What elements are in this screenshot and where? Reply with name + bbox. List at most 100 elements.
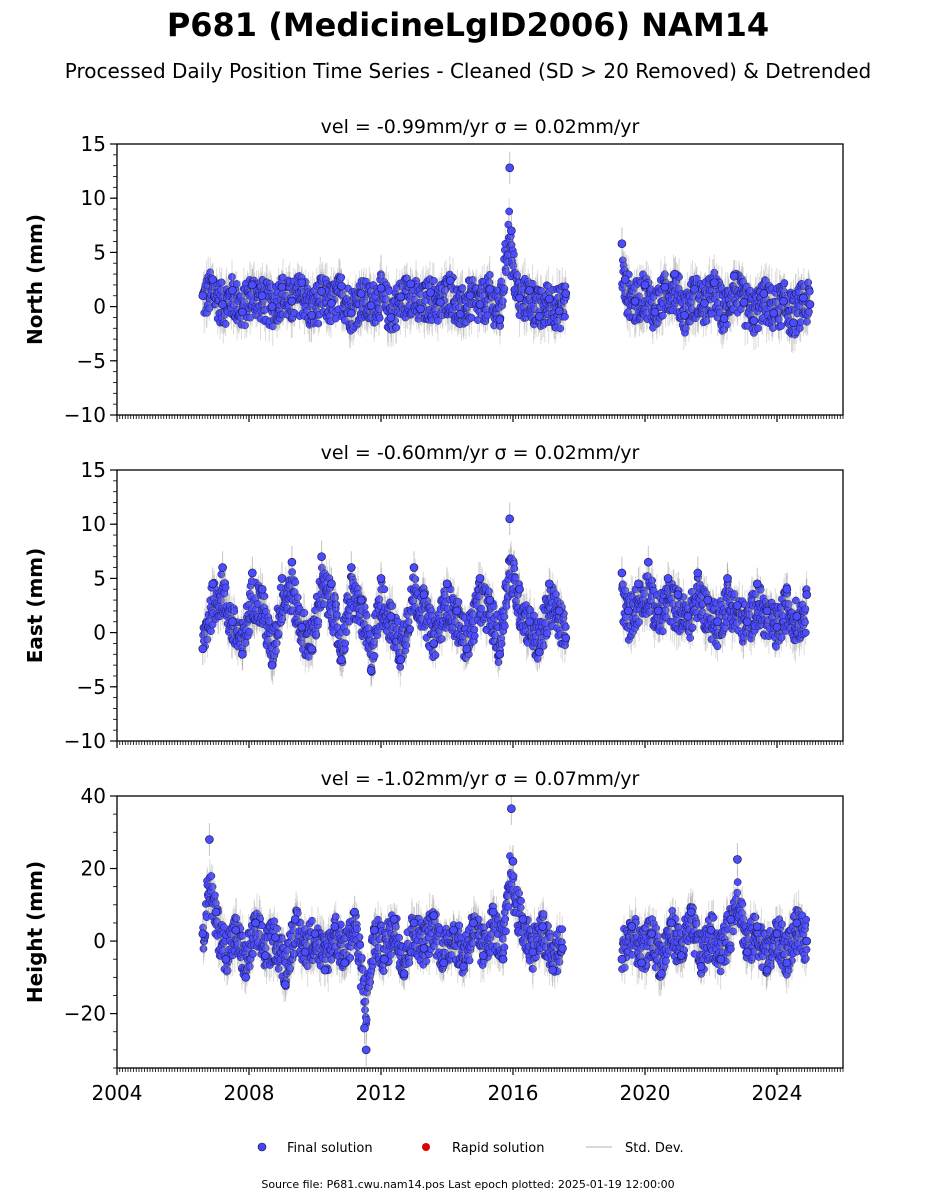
data-point-bg xyxy=(780,279,789,287)
data-point xyxy=(680,310,689,320)
data-point xyxy=(218,300,227,309)
data-point xyxy=(495,315,505,324)
data-point-bg xyxy=(543,629,552,638)
data-point xyxy=(307,310,317,320)
data-cloud xyxy=(199,198,814,354)
data-point-bg xyxy=(205,304,214,313)
data-point xyxy=(805,300,815,309)
data-point-bg xyxy=(360,603,369,611)
data-point xyxy=(455,309,465,319)
data-point xyxy=(445,276,455,285)
data-point xyxy=(465,291,475,301)
y-tick-label: −5 xyxy=(77,349,106,373)
data-point-bg xyxy=(375,314,384,322)
panel-velocity-text: vel = -0.60mm/yr σ = 0.02mm/yr xyxy=(321,442,640,464)
data-point-bg xyxy=(441,286,449,295)
data-point xyxy=(198,291,208,301)
data-point xyxy=(277,282,287,292)
data-point xyxy=(690,284,699,294)
data-point xyxy=(436,297,445,307)
data-point-bg xyxy=(333,610,341,619)
data-point-bg xyxy=(217,278,226,287)
data-point-bg xyxy=(561,312,569,321)
data-point-bg xyxy=(434,316,442,325)
data-point-bg xyxy=(510,250,518,259)
data-point xyxy=(337,281,346,291)
data-point xyxy=(485,284,495,294)
data-point xyxy=(620,275,630,284)
data-point-bg xyxy=(402,641,411,650)
y-tick-label: −10 xyxy=(64,403,106,427)
data-point xyxy=(416,304,425,314)
data-point-bg xyxy=(500,622,509,630)
data-point-bg xyxy=(497,639,506,648)
data-point-bg xyxy=(265,617,274,626)
data-point xyxy=(257,291,267,301)
data-point-bg xyxy=(207,627,215,636)
data-point xyxy=(759,289,769,298)
data-point xyxy=(561,289,571,298)
data-point-bg xyxy=(769,324,777,332)
axis-label-y: North (mm) xyxy=(23,214,47,345)
data-point xyxy=(670,269,680,279)
data-point-bg xyxy=(502,602,511,611)
chart-subtitle: Processed Daily Position Time Series - C… xyxy=(65,59,871,83)
data-point-bg xyxy=(500,285,509,293)
data-point xyxy=(799,293,808,303)
data-point xyxy=(475,300,485,309)
data-point-bg xyxy=(314,319,323,328)
data-point-bg xyxy=(510,564,519,573)
data-point-bg xyxy=(370,651,379,660)
data-point-bg xyxy=(754,324,763,333)
data-point xyxy=(729,271,739,281)
data-point-bg xyxy=(702,317,711,325)
data-point xyxy=(346,308,356,318)
data-point xyxy=(505,163,515,173)
data-point xyxy=(248,280,257,290)
data-point-bg xyxy=(312,630,321,639)
panel-1: vel = -0.99mm/yr σ = 0.02mm/yr North (mm)… xyxy=(23,116,844,427)
data-point xyxy=(515,293,524,303)
data-point-bg xyxy=(341,639,350,648)
data-point xyxy=(426,288,435,297)
data-point xyxy=(366,301,376,310)
data-point xyxy=(356,289,366,298)
data-point xyxy=(525,286,534,295)
data-point-bg xyxy=(375,305,384,313)
data-point xyxy=(376,283,386,293)
data-point xyxy=(789,318,798,328)
data-point xyxy=(507,226,516,236)
data-point-bg xyxy=(392,323,401,332)
data-point xyxy=(719,314,729,323)
data-point xyxy=(208,275,217,284)
data-point xyxy=(739,297,749,307)
data-point xyxy=(709,278,719,288)
data-point xyxy=(749,316,759,325)
data-point-bg xyxy=(232,280,241,288)
panels-layer: vel = -0.99mm/yr σ = 0.02mm/yr North (mm)… xyxy=(23,116,844,1105)
data-point xyxy=(630,296,640,306)
y-tick-label: 10 xyxy=(81,186,106,210)
data-point-bg xyxy=(245,627,254,636)
chart-title: P681 (MedicineLgID2006) NAM14 xyxy=(167,6,769,44)
data-point-bg xyxy=(505,207,514,216)
data-point-bg xyxy=(221,583,230,592)
data-point-bg xyxy=(241,321,249,330)
data-point-bg xyxy=(380,585,389,594)
panel-velocity-text: vel = -0.99mm/yr σ = 0.02mm/yr xyxy=(321,116,640,138)
data-point xyxy=(287,296,297,306)
y-tick-label: 5 xyxy=(93,240,106,264)
data-point-bg xyxy=(230,607,239,616)
data-point-bg xyxy=(406,625,415,633)
data-point-bg xyxy=(805,307,813,316)
data-point xyxy=(317,287,326,296)
data-point-bg xyxy=(470,631,479,640)
data-point xyxy=(238,307,247,317)
data-point xyxy=(769,308,779,318)
data-point xyxy=(544,294,554,304)
data-point-bg xyxy=(338,290,347,298)
data-point xyxy=(535,312,544,321)
data-point xyxy=(327,299,336,308)
